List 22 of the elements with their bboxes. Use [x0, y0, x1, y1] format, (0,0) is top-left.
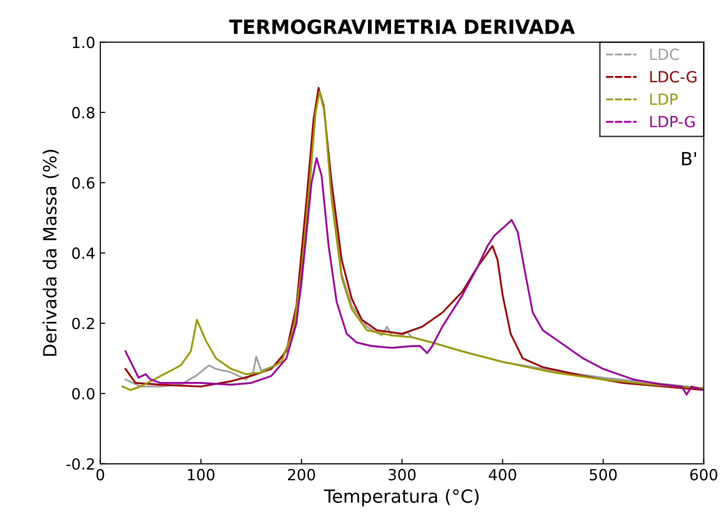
annotation: B'	[682, 152, 696, 166]
x-tick-label: 400	[488, 468, 516, 480]
x-axis-title: Temperatura (°C)	[324, 488, 479, 506]
x-tick-label: 0	[96, 468, 104, 480]
chart-title: TERMOGRAVIMETRIA DERIVADA	[229, 19, 575, 34]
y-tick-label: 0.0	[72, 388, 94, 400]
x-tick-label: 300	[388, 468, 416, 480]
y-axis-title: Derivada da Massa (%)	[42, 150, 59, 356]
y-tick-label: 0.4	[72, 247, 95, 259]
x-tick-label: 600	[690, 468, 718, 480]
y-tick-label: 0.6	[72, 177, 95, 189]
y-tick-label: -0.2	[66, 458, 94, 470]
legend-label: LDP-G	[650, 116, 695, 128]
legend-label: LDC	[650, 48, 679, 60]
y-tick-label: 0.2	[72, 318, 94, 330]
y-tick-label: 0.8	[72, 106, 94, 118]
legend-label: LDP	[650, 94, 678, 105]
legend-label: LDC-G	[650, 70, 696, 83]
x-tick-label: 100	[188, 468, 214, 480]
y-tick-label: 1.0	[72, 36, 94, 48]
x-tick-label: 200	[288, 468, 316, 480]
x-tick-label: 500	[590, 468, 617, 480]
